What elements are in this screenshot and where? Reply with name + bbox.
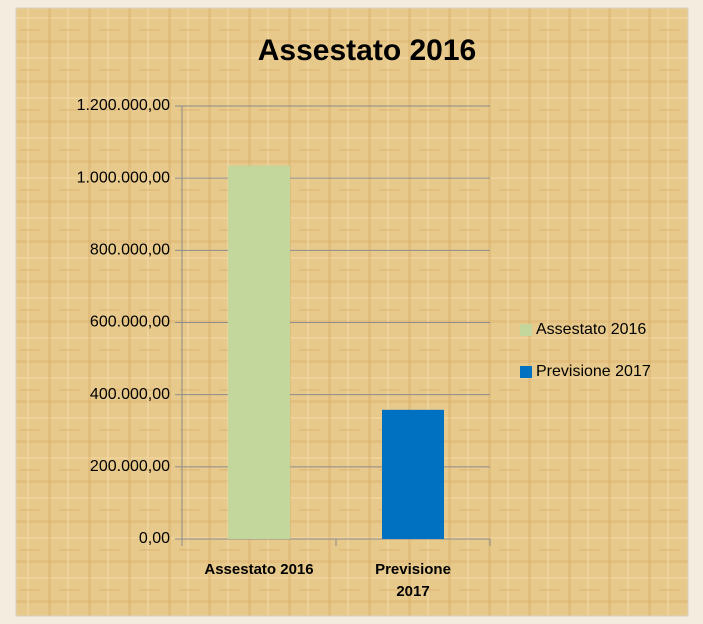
x-tick-label-line: 2017 xyxy=(396,583,429,600)
y-tick-label: 600.000,00 xyxy=(90,314,170,331)
y-tick-label: 1.000.000,00 xyxy=(77,169,171,186)
y-tick-label: 0,00 xyxy=(139,530,170,547)
legend-swatch xyxy=(520,366,532,378)
bar xyxy=(382,409,444,539)
y-tick-label: 1.200.000,00 xyxy=(77,97,171,114)
y-tick-label: 800.000,00 xyxy=(90,242,170,259)
chart-area xyxy=(15,7,689,617)
legend-label: Assestato 2016 xyxy=(536,321,646,338)
bar xyxy=(228,165,290,539)
chart-title: Assestato 2016 xyxy=(258,34,476,67)
y-tick-label: 200.000,00 xyxy=(90,458,170,475)
legend-swatch xyxy=(520,324,532,336)
x-tick-label-line: Previsione xyxy=(375,561,451,578)
x-tick-label: Previsione 2017 xyxy=(375,561,451,600)
x-tick-label: Assestato 2016 xyxy=(204,561,313,578)
legend-label: Previsione 2017 xyxy=(536,363,651,380)
y-tick-label: 400.000,00 xyxy=(90,386,170,403)
